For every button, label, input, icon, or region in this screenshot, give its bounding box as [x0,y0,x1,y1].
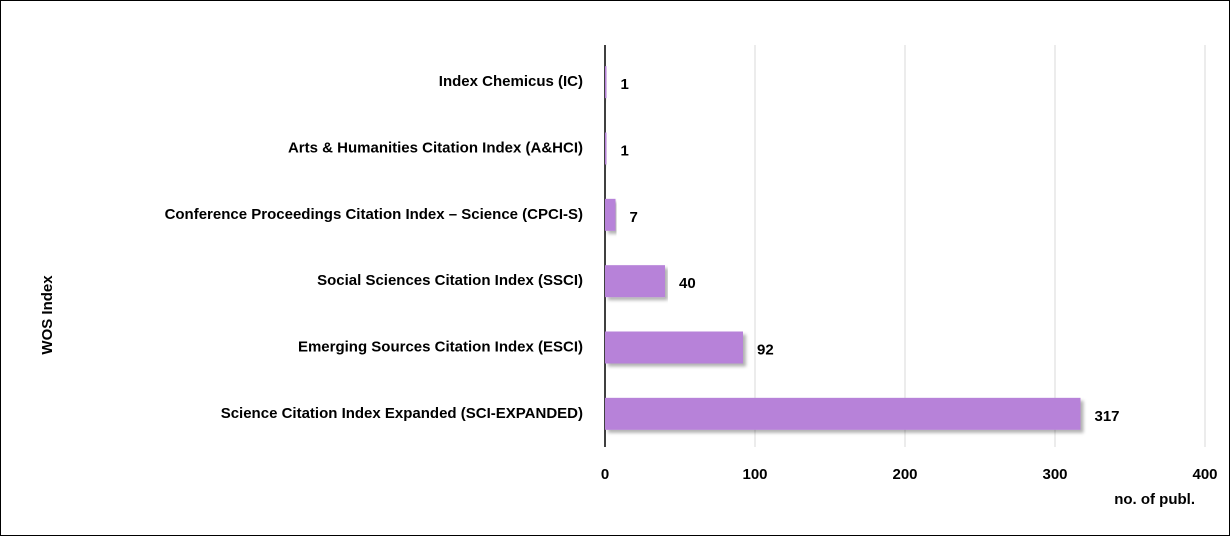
x-tick-label: 400 [1192,466,1217,483]
bar [605,66,607,99]
data-label: 40 [679,275,696,292]
bar [605,265,665,298]
data-label: 92 [757,341,774,358]
y-tick-label: Index Chemicus (IC) [439,73,583,90]
y-axis-label: WOS Index [39,275,56,355]
bar [605,132,607,165]
x-tick-label: 300 [1042,466,1067,483]
bar [605,198,616,231]
bar [605,331,743,364]
y-tick-label: Science Citation Index Expanded (SCI-EXP… [221,405,583,422]
data-label: 1 [621,76,629,93]
bar [605,397,1081,430]
data-label: 317 [1095,408,1120,425]
x-tick-label: 100 [742,466,767,483]
y-tick-label: Emerging Sources Citation Index (ESCI) [298,338,583,355]
y-tick-label: Social Sciences Citation Index (SSCI) [317,272,583,289]
x-tick-label: 0 [601,466,609,483]
data-label: 1 [621,142,629,159]
x-axis-label: no. of publ. [1114,491,1195,508]
y-tick-label: Conference Proceedings Citation Index – … [165,206,583,223]
x-tick-label: 200 [892,466,917,483]
y-tick-label: Arts & Humanities Citation Index (A&HCI) [288,139,583,156]
data-label: 7 [630,209,638,226]
